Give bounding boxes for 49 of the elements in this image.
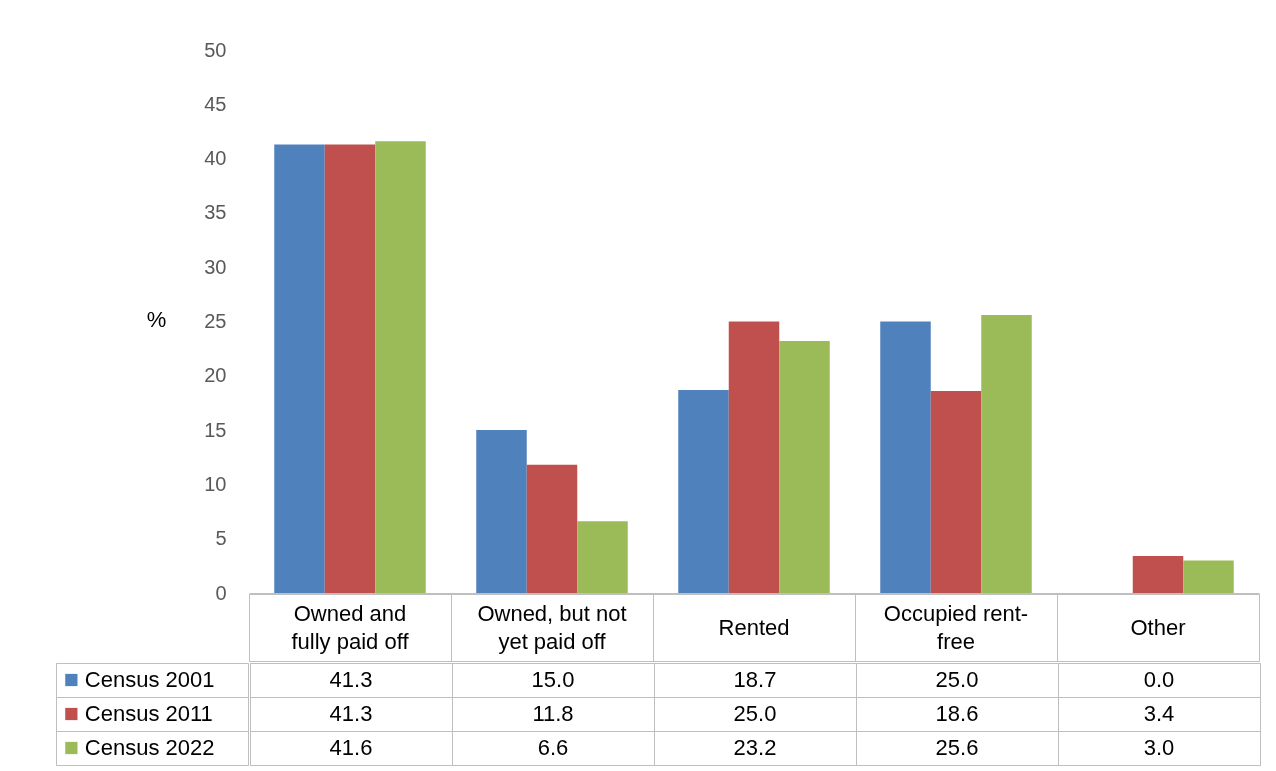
data-label: 25.0 [733,701,777,726]
bar [1183,560,1234,593]
bar [476,430,527,593]
bar [930,391,982,593]
data-label: 18.7 [733,667,777,692]
x-tick-label: Other [1130,614,1186,640]
y-tick-label: 5 [215,527,227,550]
bar [678,389,729,593]
data-label: 41.3 [329,701,373,726]
y-tick-label: 25 [204,310,227,332]
bar [324,144,376,593]
bar [1132,556,1184,593]
bar [981,314,1032,593]
y-tick-label: 45 [204,92,227,115]
legend-label: Census 2001 [84,667,215,692]
data-label: 0.0 [1143,667,1175,692]
y-tick-label: 35 [204,201,227,224]
y-tick-label: 10 [204,472,227,495]
x-tick-label: Occupied rent-free [883,600,1029,654]
data-label: 23.2 [733,735,777,760]
data-label: 15.0 [531,667,575,692]
data-label: 11.8 [532,701,574,726]
y-tick-label: 0 [215,581,227,604]
x-tick-label: Owned, but not yet paid off [477,600,627,654]
bar [375,141,426,593]
y-tick-label: 30 [204,255,227,278]
bar [880,321,931,593]
y-tick-label: 15 [204,418,227,441]
bar [274,144,325,593]
bar [526,464,578,593]
y-tick-label: 40 [204,147,227,170]
legend-label: Census 2011 [84,701,213,726]
data-label: 3.0 [1143,735,1175,760]
data-label: 6.6 [537,735,569,760]
bar [728,321,780,593]
x-tick-label: Rented [718,614,790,640]
y-axis-title: % [146,307,167,332]
data-label: 25.6 [935,735,979,760]
data-label: 41.3 [329,667,373,692]
bar [577,521,628,593]
data-label: 18.6 [935,701,979,726]
legend-label: Census 2022 [84,735,215,760]
y-tick-label: 50 [204,38,227,61]
x-tick-label: Owned and fully paid off [291,600,410,654]
data-label: 41.6 [329,735,373,760]
y-tick-label: 20 [204,364,227,387]
data-label: 25.0 [935,667,979,692]
bar [779,341,830,593]
data-label: 3.4 [1143,701,1175,726]
